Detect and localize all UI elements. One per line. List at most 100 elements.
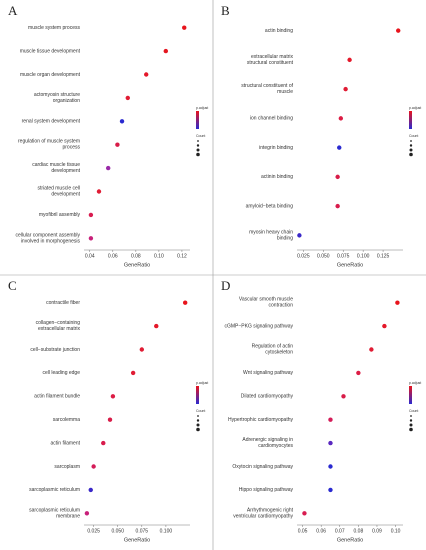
dot (144, 72, 149, 77)
legend-title: p.adjust (196, 381, 208, 385)
dot (130, 370, 136, 376)
y-tick-label: Arrhythmogenic right ventricular cardiomy… (233, 508, 293, 520)
y-tick-label: Wnt signaling pathway (243, 370, 294, 376)
size-key (196, 423, 200, 427)
dot (91, 464, 96, 469)
dot (328, 464, 333, 469)
y-tick-label: myofibril assembly (39, 212, 81, 218)
text-line: extracellular matrix (38, 326, 80, 332)
x-tick-label: 0.075 (337, 253, 350, 259)
y-tick-label: cGMP−PKG signaling pathway (224, 323, 293, 329)
y-tick-label: sarcoplasm (54, 464, 80, 470)
text-line: cytoskeleton (265, 350, 293, 356)
x-tick-label: 0.10 (154, 253, 164, 259)
x-tick-label: 0.050 (317, 253, 330, 259)
legend-title: Count (196, 409, 205, 413)
text-line: actomyosin structure (34, 92, 80, 98)
y-tick-label: actinin binding (261, 174, 293, 180)
x-tick-label: 0.07 (335, 528, 345, 534)
dot (395, 300, 400, 305)
y-tick-label: cellular component assembly involved in m… (16, 233, 81, 245)
dot (119, 119, 125, 124)
y-tick-label: actin filament (51, 440, 81, 446)
y-tick-label: contractile fiber (46, 300, 80, 306)
dot (182, 300, 188, 305)
dot (328, 417, 333, 422)
text-line: membrane (56, 514, 80, 520)
y-tick-label: actin binding (265, 28, 293, 34)
color-bar (196, 111, 199, 129)
y-tick-label: amyloid−beta binding (246, 203, 294, 209)
text-line: ventricular cardiomyopathy (233, 514, 293, 520)
y-tick-label: actin filament bundle (34, 394, 80, 400)
y-tick-label: Oxytocin signaling pathway (232, 464, 293, 470)
text-line: contraction (269, 303, 294, 309)
size-key (196, 419, 200, 422)
text-line: Regulation of actin (252, 344, 294, 350)
panel-label: D (221, 278, 230, 293)
x-tick-label: 0.09 (372, 528, 382, 534)
text-line: extracellular matrix (251, 54, 293, 60)
y-tick-label: sarcolemma (53, 417, 80, 423)
y-tick-label: collagen−containing extracellular matrix (36, 320, 81, 332)
text-line: structural constituent (247, 60, 294, 66)
text-line: striated muscle cell (37, 186, 80, 192)
text-line: Adrenergic signaling in (242, 437, 293, 443)
text-line: muscle (277, 89, 293, 95)
text-line: regulation of muscle system (18, 139, 80, 145)
dot (382, 323, 387, 329)
text-line: Arrhythmogenic right (247, 508, 294, 514)
size-key (409, 148, 413, 152)
dot (139, 347, 145, 352)
panel-label: B (221, 3, 230, 18)
x-tick-label: 0.10 (391, 528, 401, 534)
y-tick-label: Adrenergic signaling in cardiomyocytes (242, 437, 293, 449)
x-tick-label: 0.08 (131, 253, 141, 259)
y-tick-label: Hippo signaling pathway (239, 487, 294, 493)
size-key (409, 423, 413, 427)
panel-label: A (8, 3, 18, 18)
x-tick-label: 0.100 (357, 253, 370, 259)
color-bar (409, 386, 412, 404)
dot (163, 48, 169, 54)
y-tick-label: Hypertrophic cardiomyopathy (228, 417, 294, 423)
dot (88, 487, 93, 493)
size-key (409, 144, 413, 147)
x-axis-title: GeneRatio (337, 262, 363, 268)
size-key (410, 415, 412, 417)
y-tick-label: Dilated cardiomyopathy (241, 394, 294, 400)
dot (396, 28, 401, 33)
dot (337, 145, 342, 150)
y-tick-label: actomyosin structure organization (34, 92, 80, 104)
size-key (197, 415, 199, 417)
x-tick-label: 0.06 (108, 253, 118, 259)
text-line: development (51, 168, 80, 174)
dot (369, 347, 374, 352)
y-tick-label: muscle tissue development (20, 48, 81, 54)
legend-title: p.adjust (409, 106, 421, 110)
y-tick-label: regulation of muscle system process (18, 139, 80, 151)
size-key (196, 152, 200, 157)
dot (302, 511, 307, 516)
color-bar (196, 386, 199, 404)
dot (88, 212, 94, 218)
legend-title: Count (409, 134, 418, 138)
dot (335, 174, 340, 180)
size-key (196, 144, 200, 147)
dot (125, 95, 130, 101)
x-axis-title: GeneRatio (337, 537, 363, 543)
y-tick-label: muscle system process (28, 25, 80, 31)
x-tick-label: 0.06 (316, 528, 326, 534)
size-key (196, 427, 200, 432)
text-line: process (62, 145, 80, 151)
x-tick-label: 0.08 (354, 528, 364, 534)
size-key (409, 152, 413, 157)
x-tick-label: 0.025 (87, 528, 100, 534)
x-tick-label: 0.050 (111, 528, 124, 534)
dot (328, 440, 333, 446)
dot (347, 57, 352, 63)
dot (328, 487, 333, 493)
dot (356, 370, 361, 376)
dot (182, 25, 187, 30)
